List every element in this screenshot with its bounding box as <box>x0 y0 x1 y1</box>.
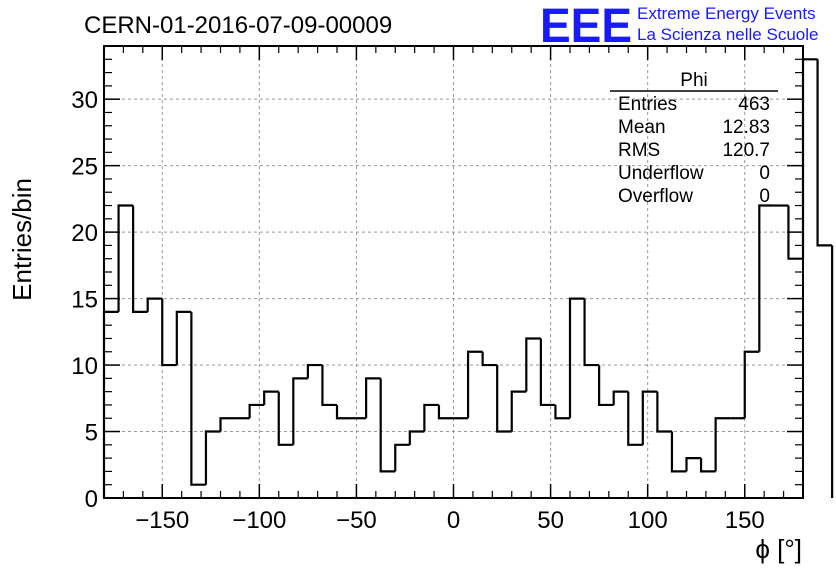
histogram-bin <box>190 311 206 486</box>
chart-title: CERN-01-2016-07-09-00009 <box>84 12 392 39</box>
stats-row-label: Underflow <box>618 163 704 184</box>
histogram-bin <box>321 365 337 407</box>
stats-row-label: RMS <box>618 140 660 161</box>
histogram-bin <box>670 431 687 473</box>
histogram-bin <box>379 378 396 473</box>
histogram-bin <box>335 404 352 420</box>
histogram-bin <box>132 205 148 313</box>
histogram-bin <box>175 310 192 366</box>
x-axis-title: ϕ [°] <box>755 534 802 564</box>
histogram-bin <box>466 350 483 419</box>
histogram-bin <box>161 298 177 367</box>
x-tick-label: −150 <box>135 507 189 534</box>
histogram-bin <box>758 204 774 352</box>
y-tick-label: 10 <box>71 353 98 380</box>
histogram-bin <box>146 297 163 312</box>
y-tick-label: 5 <box>85 420 98 447</box>
histogram-bin <box>423 403 439 432</box>
histogram-bin <box>743 350 760 419</box>
histogram-bin <box>583 298 600 367</box>
stats-row-label: Mean <box>618 117 666 138</box>
histogram-bin <box>685 457 702 472</box>
histogram-bin <box>263 390 279 405</box>
stats-row-value: 0 <box>759 163 770 184</box>
stats-box: Phi Entries 463 Mean 12.83 RMS 120.7 Underflow… <box>610 70 778 207</box>
histogram-bin <box>204 430 221 485</box>
histogram-bin <box>394 443 410 472</box>
histogram-bin <box>699 458 716 473</box>
stats-row-value: 12.83 <box>722 117 770 138</box>
histogram-bin <box>277 391 294 446</box>
histogram-bin <box>627 391 643 446</box>
stats-row-value: 463 <box>738 94 770 115</box>
logo-line-1: Extreme Energy Events <box>637 4 816 23</box>
histogram-bin <box>568 297 585 419</box>
histogram-bin <box>219 417 236 432</box>
histogram-bin <box>525 337 541 392</box>
y-axis-title: Entries/bin <box>7 178 37 301</box>
histogram-bin <box>117 204 134 312</box>
eee-logo: EEE Extreme Energy Events La Scienza nel… <box>540 0 818 53</box>
histogram-bin <box>481 351 498 367</box>
stats-row-value: 0 <box>759 186 770 207</box>
y-tick-label: 15 <box>71 287 98 314</box>
axis-ticks <box>103 45 804 499</box>
y-tick-label: 20 <box>71 220 98 247</box>
y-tick-label: 30 <box>71 87 98 114</box>
histogram-bin <box>816 59 833 247</box>
x-tick-label: 50 <box>537 507 564 534</box>
y-tick-label: 0 <box>85 486 98 513</box>
x-tick-label: −100 <box>232 507 286 534</box>
histogram-bin <box>598 365 614 407</box>
stats-row-label: Entries <box>618 94 677 115</box>
histogram-bin <box>612 390 629 405</box>
histogram-bin <box>801 58 818 259</box>
x-tick-label: 100 <box>628 507 668 534</box>
x-tick-labels: −150 −100 −50 0 50 100 150 <box>135 507 765 534</box>
stats-row-label: Overflow <box>618 186 693 207</box>
logo-line-2: La Scienza nelle Scuole <box>637 25 818 44</box>
x-tick-label: −50 <box>336 507 377 534</box>
histogram-bin <box>292 377 308 445</box>
grid <box>104 46 803 498</box>
stats-title: Phi <box>680 70 707 91</box>
histogram-bin <box>641 390 658 445</box>
histogram-bin <box>408 430 425 445</box>
x-tick-label: 150 <box>725 507 765 534</box>
stats-row-value: 120.7 <box>722 140 770 161</box>
y-tick-label: 25 <box>71 154 98 181</box>
y-tick-labels: 0 5 10 15 20 25 30 <box>71 87 98 513</box>
histogram-bin <box>554 404 570 420</box>
histogram-bin <box>539 338 556 407</box>
histogram-bin <box>714 417 731 472</box>
histogram-bin <box>306 363 323 379</box>
histogram-bin <box>510 390 527 432</box>
histogram-bin <box>496 365 512 433</box>
x-tick-label: 0 <box>447 507 460 534</box>
histogram-bin <box>437 404 454 420</box>
logo-mark: EEE <box>540 0 632 53</box>
histogram-bin <box>248 403 265 419</box>
histogram-bin <box>365 377 381 419</box>
histogram-bin <box>656 391 672 433</box>
